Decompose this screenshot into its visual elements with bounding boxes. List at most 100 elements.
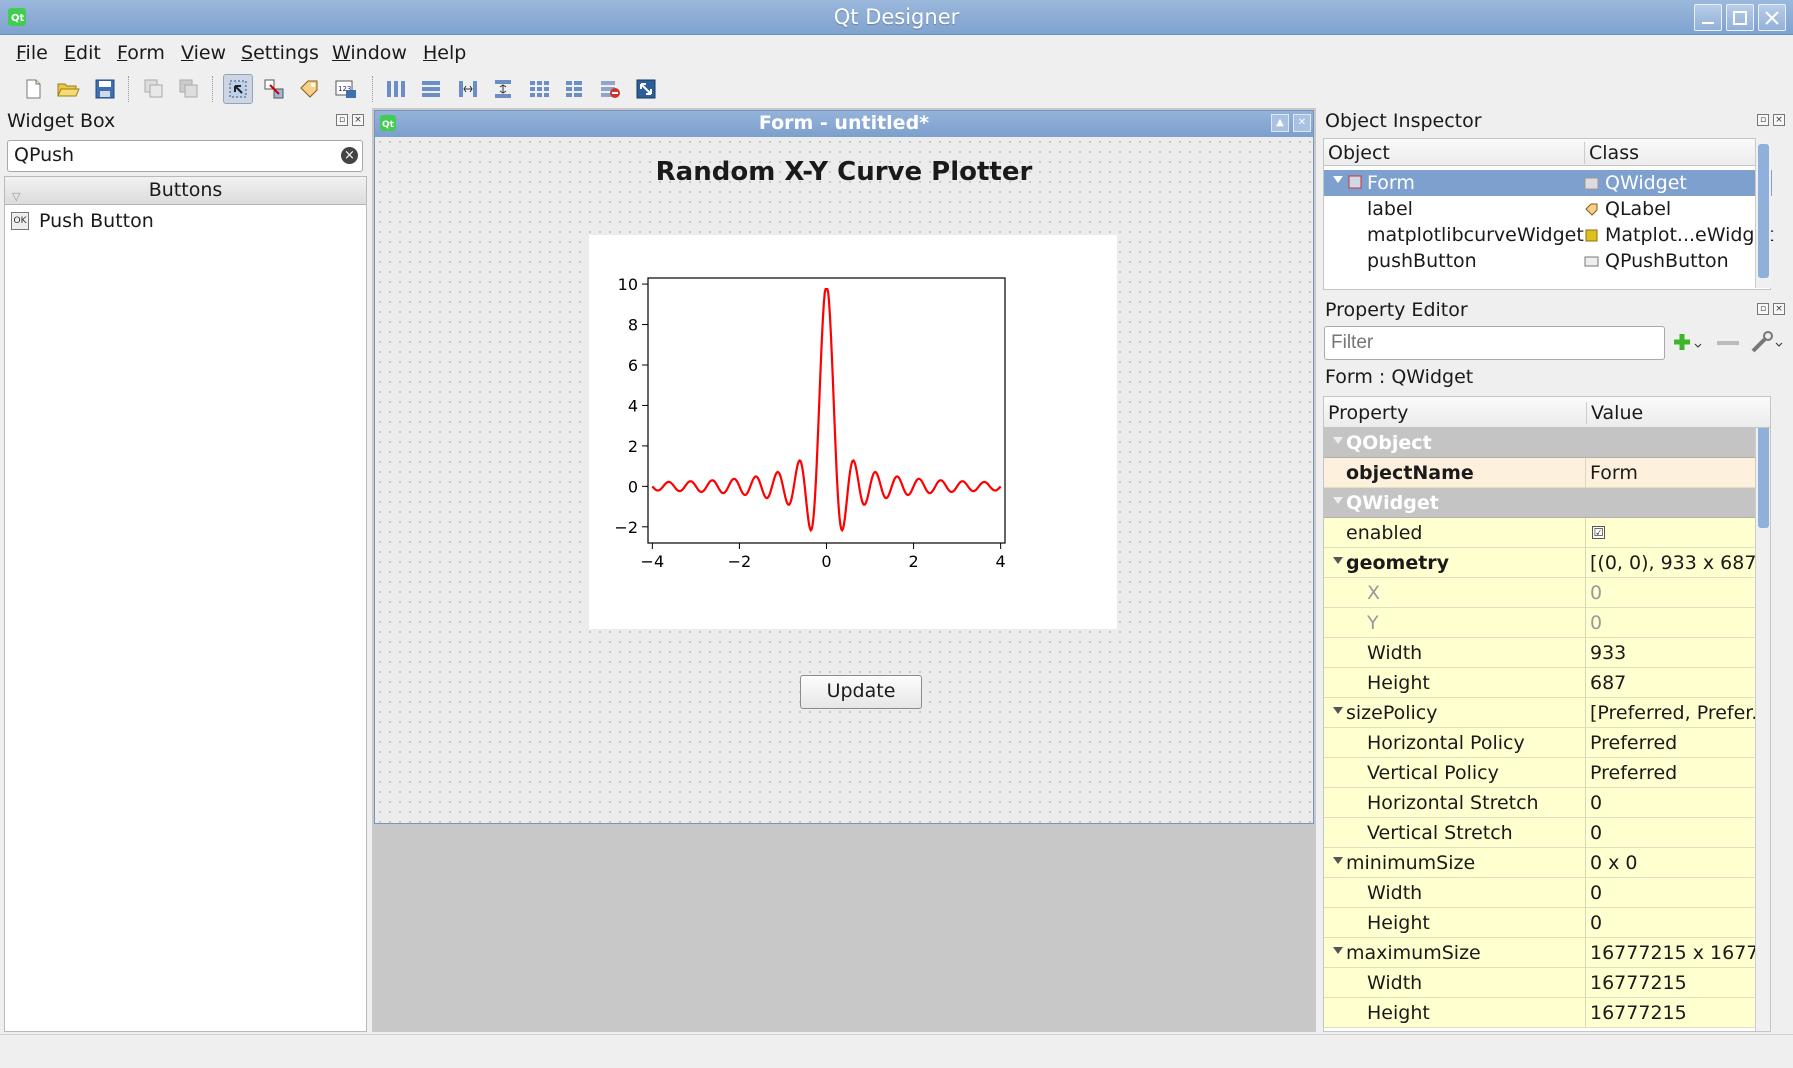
edit-signals-button[interactable]: [259, 74, 289, 104]
object-row-matplotlib[interactable]: matplotlibcurveWidget Matplot...eWidget: [1324, 222, 1774, 248]
property-value[interactable]: 16777215: [1590, 1002, 1687, 1024]
property-value[interactable]: Preferred: [1590, 732, 1678, 754]
property-value[interactable]: 0: [1590, 912, 1603, 934]
copy-button[interactable]: [139, 74, 169, 104]
expand-arrow-icon[interactable]: [1333, 857, 1343, 864]
float-icon[interactable]: ▫: [336, 114, 348, 126]
property-value[interactable]: Preferred: [1590, 762, 1678, 784]
scrollbar-thumb[interactable]: [1758, 428, 1769, 528]
property-row[interactable]: Height 0: [1324, 908, 1770, 938]
splitter-horizontal-button[interactable]: [453, 74, 483, 104]
property-value[interactable]: 0: [1590, 612, 1603, 634]
property-row[interactable]: Horizontal Stretch 0: [1324, 788, 1770, 818]
new-form-button[interactable]: [18, 74, 48, 104]
form-close-button[interactable]: ✕: [1293, 114, 1311, 132]
property-row[interactable]: Width 0: [1324, 878, 1770, 908]
menu-form[interactable]: Form: [117, 42, 165, 64]
property-column-header[interactable]: Property: [1328, 402, 1409, 424]
property-row[interactable]: geometry [(0, 0), 933 x 687]: [1324, 548, 1770, 578]
adjust-size-button[interactable]: [631, 74, 661, 104]
plot-title-label[interactable]: Random X-Y Curve Plotter: [655, 157, 1033, 187]
edit-widgets-button[interactable]: [223, 74, 253, 104]
menu-view[interactable]: View: [181, 42, 227, 64]
property-row[interactable]: QWidget: [1324, 488, 1770, 518]
expand-arrow-icon[interactable]: [1333, 707, 1343, 714]
paste-button[interactable]: [174, 74, 204, 104]
expand-arrow-icon[interactable]: [1333, 497, 1343, 504]
property-value[interactable]: 16777215: [1590, 972, 1687, 994]
property-filter-input[interactable]: [1324, 326, 1665, 360]
minimize-button[interactable]: [1694, 4, 1722, 31]
break-layout-button[interactable]: [595, 74, 625, 104]
edit-buddies-button[interactable]: [294, 74, 324, 104]
float-icon[interactable]: ▫: [1757, 303, 1769, 315]
menu-file[interactable]: File: [16, 42, 48, 64]
expand-arrow-icon[interactable]: [1333, 437, 1343, 444]
expand-arrow-icon[interactable]: [1333, 947, 1343, 954]
object-inspector-scrollbar[interactable]: [1755, 138, 1771, 288]
object-column-header[interactable]: Object: [1328, 142, 1390, 164]
property-row[interactable]: Width 16777215: [1324, 968, 1770, 998]
maximize-button[interactable]: [1726, 4, 1754, 31]
save-form-button[interactable]: [90, 74, 120, 104]
update-button[interactable]: Update: [800, 675, 922, 709]
property-row[interactable]: Width 933: [1324, 638, 1770, 668]
layout-grid-button[interactable]: [524, 74, 554, 104]
property-row[interactable]: Vertical Policy Preferred: [1324, 758, 1770, 788]
menu-settings[interactable]: Settings: [241, 42, 319, 64]
widget-search-input[interactable]: QPush: [7, 140, 363, 172]
remove-property-icon[interactable]: [1716, 336, 1740, 350]
property-value[interactable]: 933: [1590, 642, 1627, 664]
property-row[interactable]: Height 687: [1324, 668, 1770, 698]
property-row[interactable]: Horizontal Policy Preferred: [1324, 728, 1770, 758]
property-value[interactable]: [(0, 0), 933 x 687]: [1590, 552, 1764, 574]
close-icon[interactable]: ×: [1773, 303, 1785, 315]
menu-window[interactable]: Window: [332, 42, 407, 64]
property-editor-scrollbar[interactable]: [1755, 428, 1770, 1031]
menu-help[interactable]: Help: [423, 42, 467, 64]
menu-edit[interactable]: Edit: [64, 42, 101, 64]
close-icon[interactable]: ×: [352, 114, 364, 126]
widget-category-buttons[interactable]: ▽ Buttons: [5, 177, 366, 205]
edit-tab-order-button[interactable]: 123: [331, 74, 361, 104]
object-row-form[interactable]: Form QWidget: [1324, 170, 1772, 196]
property-value[interactable]: 0: [1590, 822, 1603, 844]
class-column-header[interactable]: Class: [1584, 142, 1639, 164]
configure-wrench-icon[interactable]: [1750, 330, 1784, 354]
matplotlib-curve-widget[interactable]: −4 −2 0 2 4 −2 0 2 4 6 8 10: [589, 235, 1117, 629]
expand-arrow-icon[interactable]: [1333, 557, 1343, 564]
property-value[interactable]: Form: [1590, 462, 1638, 484]
property-value[interactable]: 0: [1590, 582, 1603, 604]
scrollbar-thumb[interactable]: [1758, 144, 1769, 278]
property-row[interactable]: objectName Form: [1324, 458, 1770, 488]
close-icon[interactable]: ×: [1773, 114, 1785, 126]
form-canvas[interactable]: Random X-Y Curve Plotter −4 −2 0 2 4 −2 0 2 4 6 8 1…: [375, 137, 1313, 823]
property-row[interactable]: Vertical Stretch 0: [1324, 818, 1770, 848]
close-button[interactable]: [1758, 4, 1786, 31]
layout-horizontal-button[interactable]: [381, 74, 411, 104]
layout-vertical-button[interactable]: [416, 74, 446, 104]
value-column-header[interactable]: Value: [1586, 402, 1643, 424]
form-restore-button[interactable]: ▲: [1271, 114, 1289, 132]
splitter-vertical-button[interactable]: [488, 74, 518, 104]
clear-search-icon[interactable]: ×: [341, 147, 358, 164]
float-icon[interactable]: ▫: [1757, 114, 1769, 126]
property-row[interactable]: sizePolicy [Preferred, Prefer...: [1324, 698, 1770, 728]
object-row-label[interactable]: label QLabel: [1324, 196, 1772, 222]
property-row[interactable]: minimumSize 0 x 0: [1324, 848, 1770, 878]
property-value[interactable]: 0: [1590, 792, 1603, 814]
property-row[interactable]: enabled ☑: [1324, 518, 1770, 548]
property-value[interactable]: 687: [1590, 672, 1627, 694]
property-value[interactable]: 16777215 x 16777...: [1590, 942, 1771, 964]
property-row[interactable]: Height 16777215: [1324, 998, 1770, 1028]
property-row[interactable]: QObject: [1324, 428, 1770, 458]
widget-item-push-button[interactable]: OK Push Button: [11, 207, 154, 235]
add-property-icon[interactable]: [1673, 332, 1705, 354]
property-value[interactable]: 0: [1590, 882, 1603, 904]
property-value[interactable]: 0 x 0: [1590, 852, 1638, 874]
object-row-pushbutton[interactable]: pushButton QPushButton: [1324, 248, 1772, 274]
property-value[interactable]: [Preferred, Prefer...: [1590, 702, 1770, 724]
enabled-checkbox[interactable]: ☑: [1592, 526, 1605, 539]
